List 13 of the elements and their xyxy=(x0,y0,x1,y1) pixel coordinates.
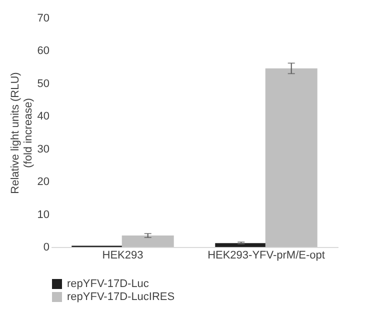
y-tick-label: 70 xyxy=(37,12,50,24)
x-tick-label: HEK293-YFV-prM/E-opt xyxy=(208,250,325,262)
y-tick-label: 30 xyxy=(37,143,50,156)
y-tick-label: 0 xyxy=(43,242,50,254)
y-tick-label: 20 xyxy=(37,176,50,188)
x-tick-label: HEK293 xyxy=(102,250,144,262)
legend-label: repYFV-17D-Luc xyxy=(67,278,150,290)
y-tick-label: 50 xyxy=(37,78,50,90)
y-tick-label: 40 xyxy=(37,110,50,123)
y-axis-title: Relative light units (RLU) (fold increase) xyxy=(9,72,34,194)
y-tick-label: 10 xyxy=(37,208,50,221)
y-tick-label: 60 xyxy=(37,45,50,58)
legend-label: repYFV-17D-LucIRES xyxy=(67,291,175,303)
